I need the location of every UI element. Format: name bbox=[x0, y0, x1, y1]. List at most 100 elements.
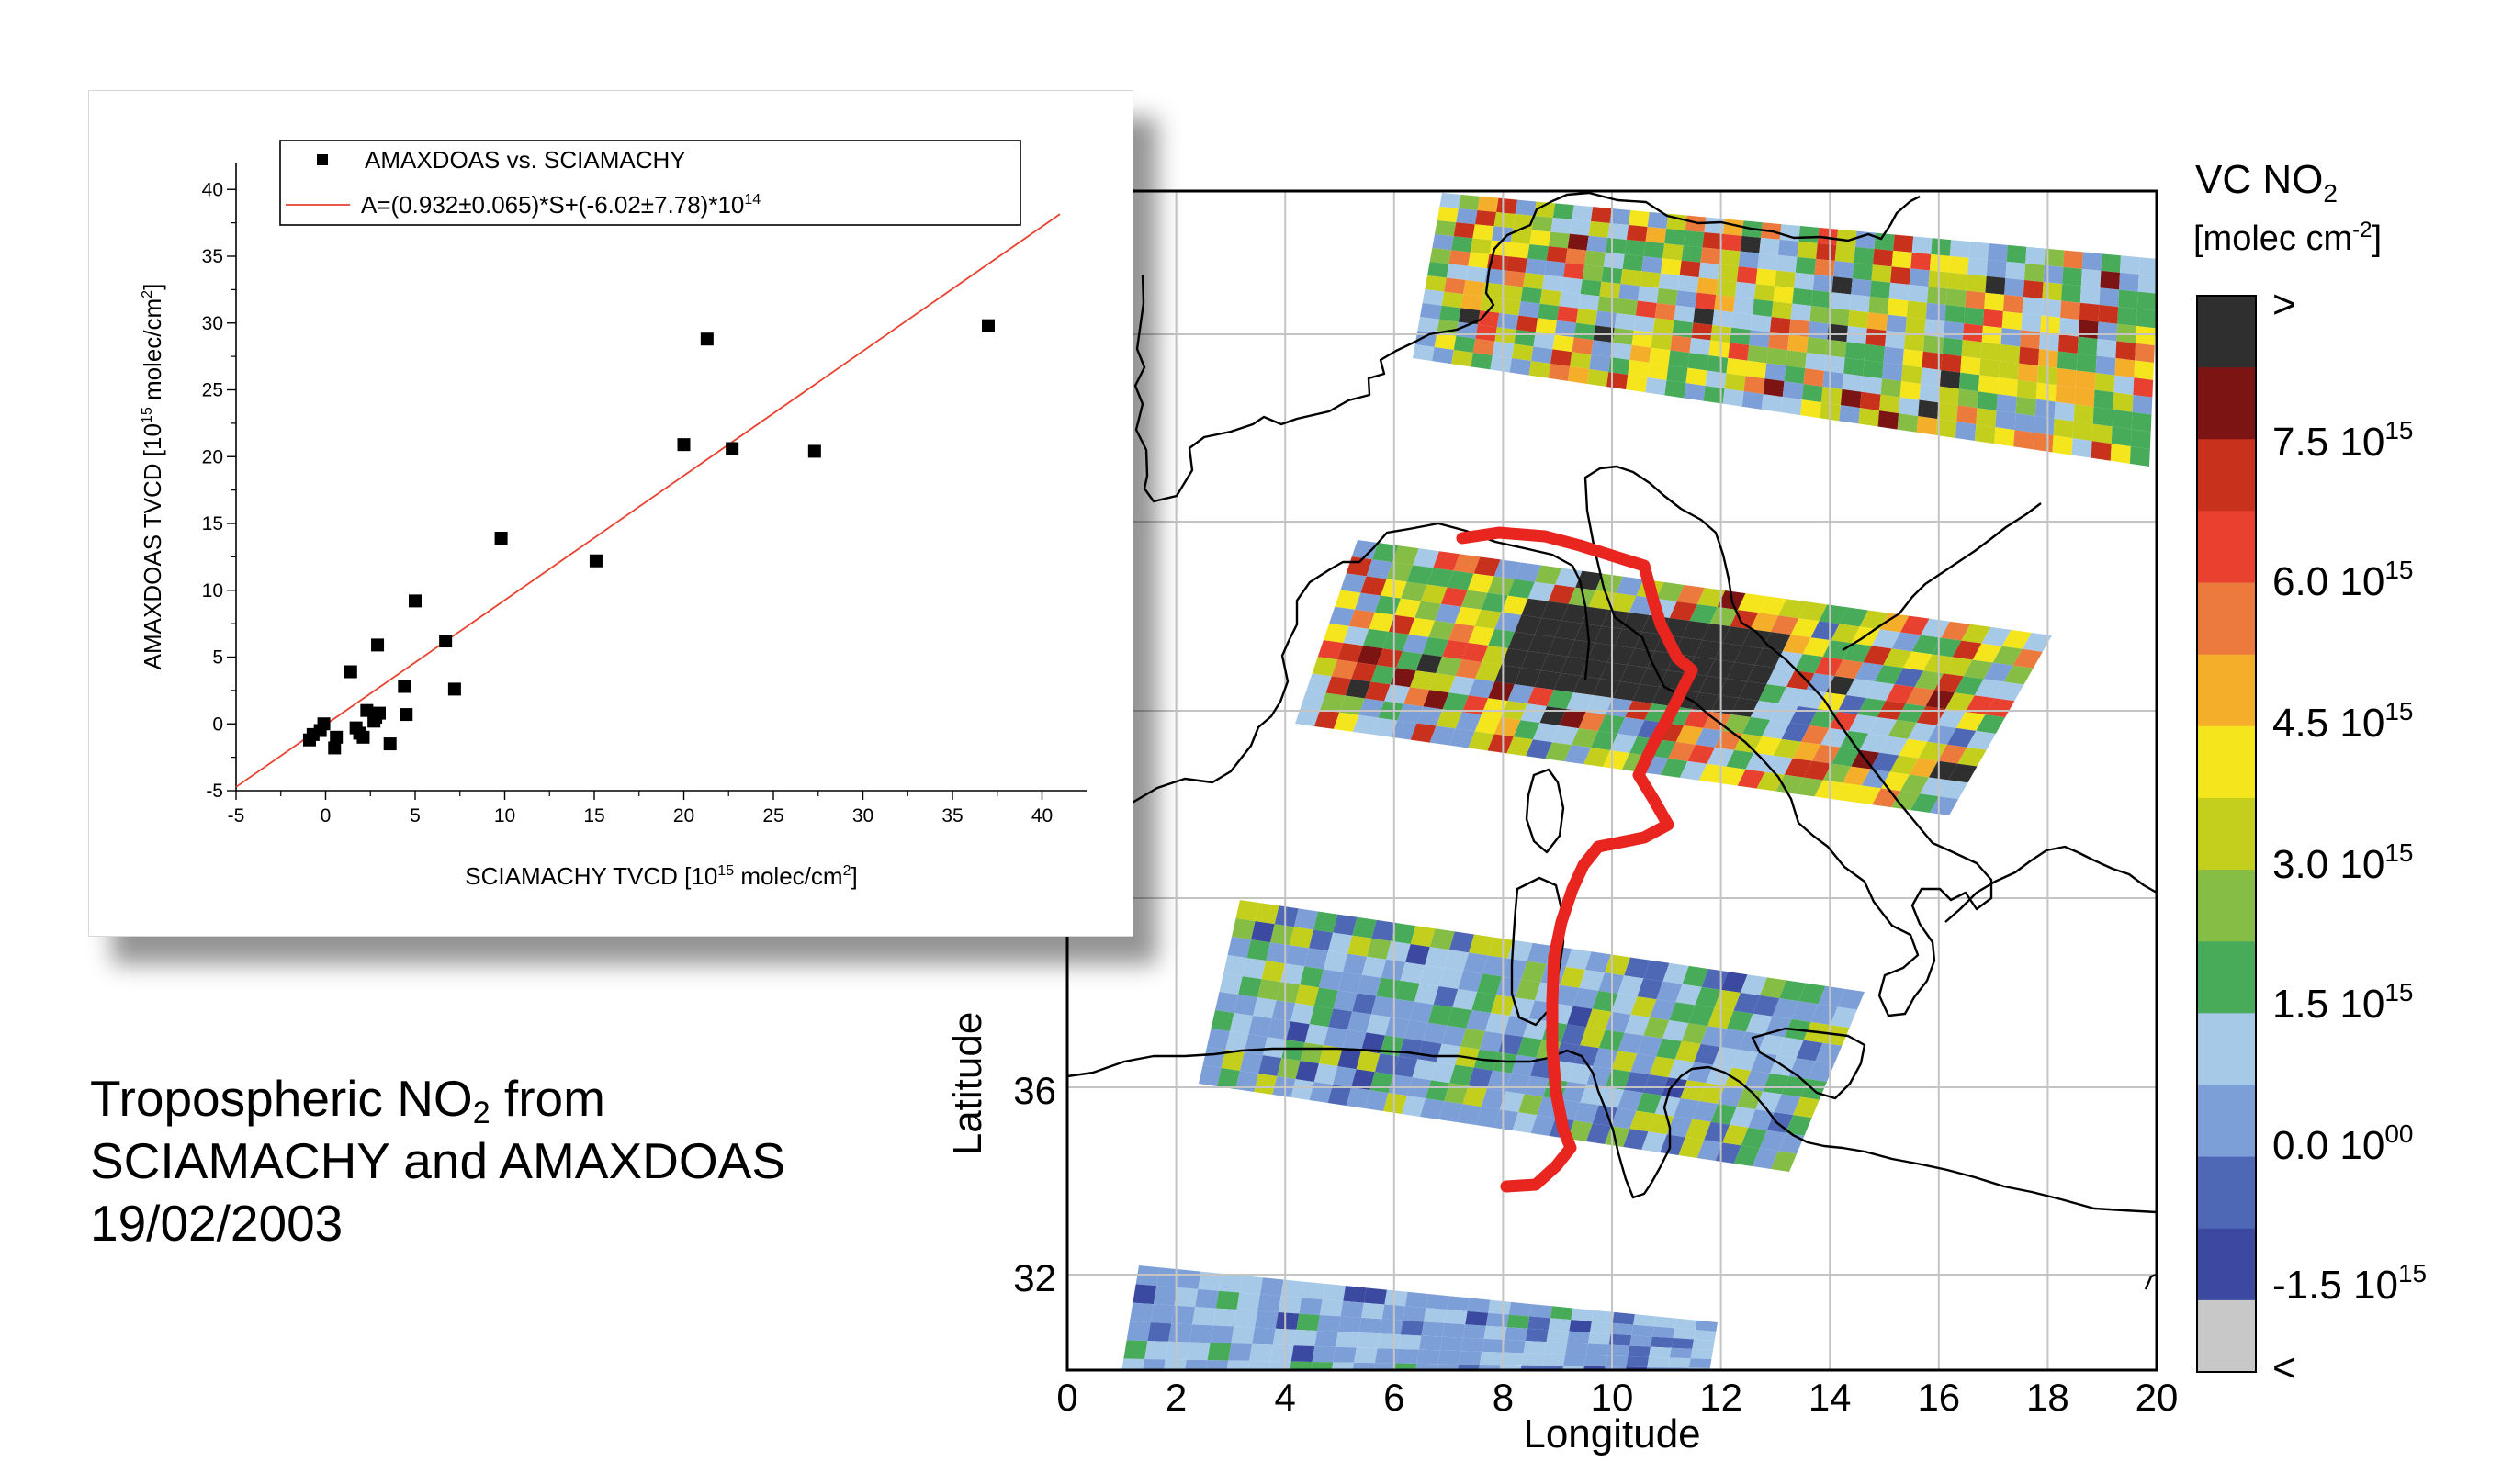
swath-cell-south bbox=[1617, 1089, 1643, 1111]
swath-cell-south bbox=[1772, 998, 1799, 1019]
swath-cell-south bbox=[1202, 1047, 1226, 1069]
coastline-sicily bbox=[1751, 1027, 1866, 1100]
swath-cell-south bbox=[1423, 1022, 1448, 1044]
swath-cell-north bbox=[1886, 314, 1907, 333]
swath-cell-central bbox=[1861, 769, 1890, 789]
swath-cell-north bbox=[1827, 323, 1848, 343]
x-tick-label: 15 bbox=[583, 805, 604, 826]
swath-cell-south bbox=[1337, 972, 1362, 994]
swath-cell-north bbox=[1549, 231, 1571, 249]
swath-cell-north bbox=[1755, 268, 1777, 287]
swath-cell-north bbox=[1422, 289, 1445, 306]
swath-cell-south bbox=[1295, 1061, 1319, 1083]
swath-cell-north bbox=[1708, 340, 1730, 358]
caption-line-1-text: Tropospheric NO bbox=[90, 1070, 473, 1127]
swath-cell-central bbox=[1614, 628, 1642, 648]
caption-line-1-tail: from bbox=[490, 1070, 605, 1127]
swath-cell-north bbox=[1712, 309, 1734, 328]
swath-cell-south bbox=[1730, 1107, 1756, 1128]
swath-cell-north bbox=[1606, 372, 1629, 390]
swath-cell-south bbox=[1433, 985, 1459, 1007]
swath-cell-south bbox=[1304, 1024, 1329, 1046]
swath-cell-north bbox=[1941, 354, 1962, 373]
map-x-tick-label: 8 bbox=[1493, 1376, 1514, 1419]
swath-cell-bottom bbox=[1135, 1265, 1160, 1287]
flight-route-line bbox=[1456, 526, 1698, 1193]
swath-cell-north bbox=[1599, 281, 1621, 298]
swath-cell-north bbox=[1660, 258, 1682, 275]
swath-cell-north bbox=[2006, 244, 2027, 264]
x-tick-label: 40 bbox=[1031, 805, 1053, 826]
swath-cell-south bbox=[1585, 1123, 1612, 1144]
swath-cell-north bbox=[1515, 199, 1537, 216]
x-tick-label: 10 bbox=[494, 805, 515, 826]
swath-cell-north bbox=[1643, 242, 1665, 259]
swath-cell-bottom bbox=[1278, 1296, 1302, 1314]
swath-cell-south bbox=[1261, 961, 1286, 983]
swath-cell-central bbox=[1547, 690, 1574, 710]
swath-cell-south bbox=[1516, 979, 1541, 1001]
colorbar-swatch bbox=[2197, 870, 2256, 942]
swath-cell-north bbox=[1573, 322, 1595, 341]
swath-cell-south bbox=[1763, 1073, 1789, 1095]
swath-cell-bottom bbox=[1168, 1323, 1193, 1343]
swath-cell-north bbox=[1956, 405, 1978, 425]
swath-cell-south bbox=[1426, 1080, 1450, 1102]
swath-cell-central bbox=[1710, 694, 1740, 714]
coastline-italy bbox=[1583, 465, 1993, 1017]
colorbar-frame bbox=[2196, 295, 2257, 1373]
x-tick-label: 35 bbox=[941, 805, 963, 826]
swath-cell-central bbox=[1515, 614, 1542, 635]
swath-cell-north bbox=[1493, 211, 1516, 229]
colorbar-label: 7.5 1015 bbox=[2272, 416, 2414, 465]
swath-cell-north bbox=[1781, 397, 1802, 416]
swath-cell-south bbox=[1573, 1102, 1599, 1124]
swath-cell-north bbox=[1606, 237, 1627, 254]
swath-cell-north bbox=[1531, 215, 1553, 232]
swath-cell-north bbox=[2021, 313, 2042, 332]
x-axis-label: SCIAMACHY TVCD [1015 molec/cm2] bbox=[465, 862, 857, 890]
swath-cell-north bbox=[1552, 334, 1574, 353]
swath-cell-north bbox=[1948, 255, 1969, 275]
swath-cell-central bbox=[1833, 782, 1862, 803]
map-x-tick-label: 4 bbox=[1275, 1376, 1296, 1419]
swath-cell-north bbox=[1484, 268, 1506, 285]
swath-cell-bottom bbox=[1606, 1344, 1630, 1357]
swath-cell-south bbox=[1580, 1084, 1606, 1106]
swath-cell-south bbox=[1584, 951, 1611, 973]
swath-cell-north bbox=[1679, 260, 1701, 278]
swath-cell-north bbox=[1504, 270, 1526, 287]
swath-cell-north bbox=[2055, 385, 2076, 405]
colorbar-swatch bbox=[2197, 1228, 2256, 1301]
swath-cell-south bbox=[1682, 965, 1708, 987]
swath-cell-north bbox=[2014, 413, 2035, 433]
data-point bbox=[700, 332, 714, 346]
swath-cell-north bbox=[1902, 349, 1923, 368]
swath-cell-north bbox=[1652, 318, 1674, 336]
swath-cell-south bbox=[1685, 1119, 1711, 1141]
swath-cell-central bbox=[1403, 634, 1429, 655]
swath-cell-south bbox=[1630, 1053, 1656, 1075]
swath-cell-south bbox=[1793, 1096, 1820, 1119]
y-tick-label: 40 bbox=[202, 179, 223, 200]
colorbar-swatch bbox=[2197, 582, 2256, 656]
swath-cell-bottom bbox=[1358, 1317, 1382, 1334]
swath-cell-north bbox=[1518, 301, 1540, 319]
swath-cell-central bbox=[1848, 714, 1877, 734]
swath-cell-north bbox=[1523, 272, 1545, 289]
swath-cell-bottom bbox=[1444, 1310, 1468, 1325]
swath-cell-south bbox=[1654, 1095, 1681, 1117]
swath-cell-north bbox=[1458, 194, 1481, 210]
swath-cell-north bbox=[1664, 228, 1685, 246]
swath-cell-south bbox=[1733, 992, 1761, 1014]
swath-cell-north bbox=[1842, 373, 1864, 392]
swath-cell-north bbox=[1769, 317, 1791, 335]
swath-cell-north bbox=[1432, 234, 1454, 251]
swath-cell-central bbox=[1540, 653, 1568, 674]
swath-cell-south bbox=[1516, 1037, 1542, 1058]
swath-cell-south bbox=[1499, 1091, 1525, 1113]
swath-cell-bottom bbox=[1377, 1333, 1401, 1349]
swath-cell-south bbox=[1313, 911, 1338, 933]
data-point bbox=[726, 442, 739, 455]
swath-cell-north bbox=[1677, 275, 1699, 293]
